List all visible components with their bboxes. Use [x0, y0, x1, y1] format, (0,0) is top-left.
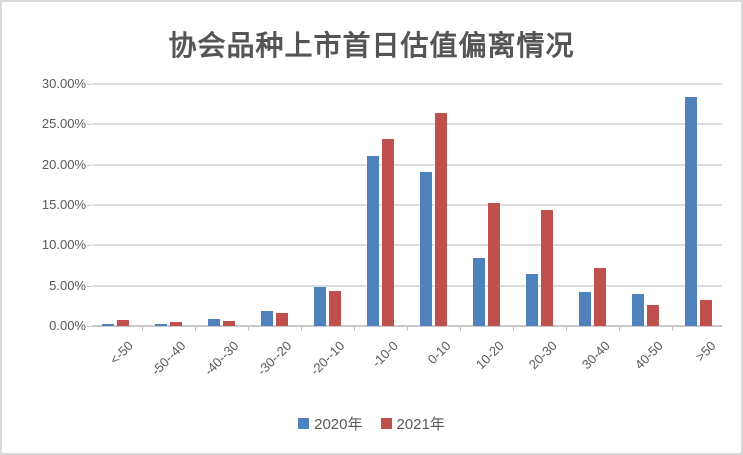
- gridline: [92, 83, 722, 85]
- x-axis-tick-label: 20-30: [525, 338, 560, 373]
- bar: [684, 97, 697, 326]
- bar: [260, 311, 273, 326]
- x-axis-tick-label: 40-50: [631, 338, 666, 373]
- x-axis-tick: [194, 327, 196, 331]
- y-axis-tick: [87, 124, 91, 126]
- bar: [275, 313, 288, 326]
- y-axis-tick-label: 20.00%: [41, 156, 86, 172]
- x-axis-tick-label: 10-20: [472, 338, 507, 373]
- bar: [487, 203, 500, 326]
- bar: [593, 268, 606, 326]
- x-axis-line: [92, 325, 722, 327]
- x-axis-tick-label: 30-40: [578, 338, 613, 373]
- legend-swatch-icon: [298, 418, 310, 429]
- y-axis-tick: [87, 84, 91, 85]
- x-axis-tick: [459, 327, 461, 331]
- x-axis-tick: [247, 327, 249, 331]
- bar: [313, 287, 326, 326]
- y-axis-tick: [87, 326, 91, 327]
- bar: [222, 321, 235, 326]
- bar: [116, 320, 129, 326]
- gridline: [92, 284, 722, 287]
- x-axis-tick: [618, 327, 620, 331]
- y-axis-tick: [87, 245, 91, 247]
- bar: [525, 274, 538, 326]
- x-axis-tick-label: 0-10: [424, 338, 454, 368]
- legend-item: 2021年: [380, 413, 445, 434]
- bar: [328, 291, 341, 326]
- x-axis-tick: [671, 327, 673, 331]
- bar: [419, 172, 432, 326]
- legend: 2020年 2021年: [2, 413, 741, 434]
- legend-label: 2020年: [314, 416, 363, 433]
- gridline: [92, 163, 722, 166]
- y-axis-tick-label: 10.00%: [41, 237, 86, 253]
- legend-swatch-icon: [380, 418, 392, 429]
- bar: [207, 319, 220, 326]
- chart-title: 协会品种上市首日估值偏离情况: [168, 30, 575, 61]
- gridline: [92, 244, 722, 247]
- y-axis-tick: [87, 285, 91, 287]
- x-axis-tick-label: -30--20: [254, 338, 295, 379]
- x-axis-tick-label: -50--40: [148, 338, 189, 379]
- y-axis-tick-label: 25.00%: [41, 116, 86, 132]
- y-axis-tick: [87, 164, 91, 166]
- legend-label: 2021年: [396, 416, 445, 433]
- bar: [646, 305, 659, 326]
- x-axis-tick-label: -40--30: [201, 338, 242, 379]
- x-axis-tick: [565, 327, 567, 331]
- bar: [169, 322, 182, 326]
- x-axis-tick: [353, 327, 355, 331]
- gridline: [92, 204, 722, 206]
- bar: [381, 139, 394, 326]
- legend-item: 2020年: [298, 413, 363, 434]
- y-axis-tick-label: 15.00%: [41, 197, 86, 212]
- y-axis-tick-label: 0.00%: [49, 318, 86, 333]
- x-axis-tick: [406, 327, 408, 331]
- bar: [154, 324, 167, 326]
- bar: [434, 113, 447, 326]
- y-axis-tick-label: 5.00%: [49, 277, 86, 293]
- bar: [578, 292, 591, 326]
- bar: [631, 294, 644, 326]
- gridline: [92, 123, 722, 126]
- x-axis-tick-label: >50: [692, 338, 719, 365]
- x-axis-tick: [300, 327, 302, 331]
- x-axis-tick-label: <-50: [106, 338, 136, 368]
- bar: [101, 324, 114, 326]
- bar: [366, 156, 379, 326]
- x-axis-tick-label: -10-0: [368, 338, 401, 371]
- bar: [540, 210, 553, 326]
- bar: [699, 300, 712, 326]
- x-axis-tick-label: -20--10: [307, 338, 348, 379]
- x-axis-tick: [141, 327, 143, 331]
- bar: [472, 258, 485, 326]
- y-axis-tick: [87, 205, 91, 206]
- y-axis-tick-label: 30.00%: [41, 76, 86, 91]
- x-axis-tick: [512, 327, 514, 331]
